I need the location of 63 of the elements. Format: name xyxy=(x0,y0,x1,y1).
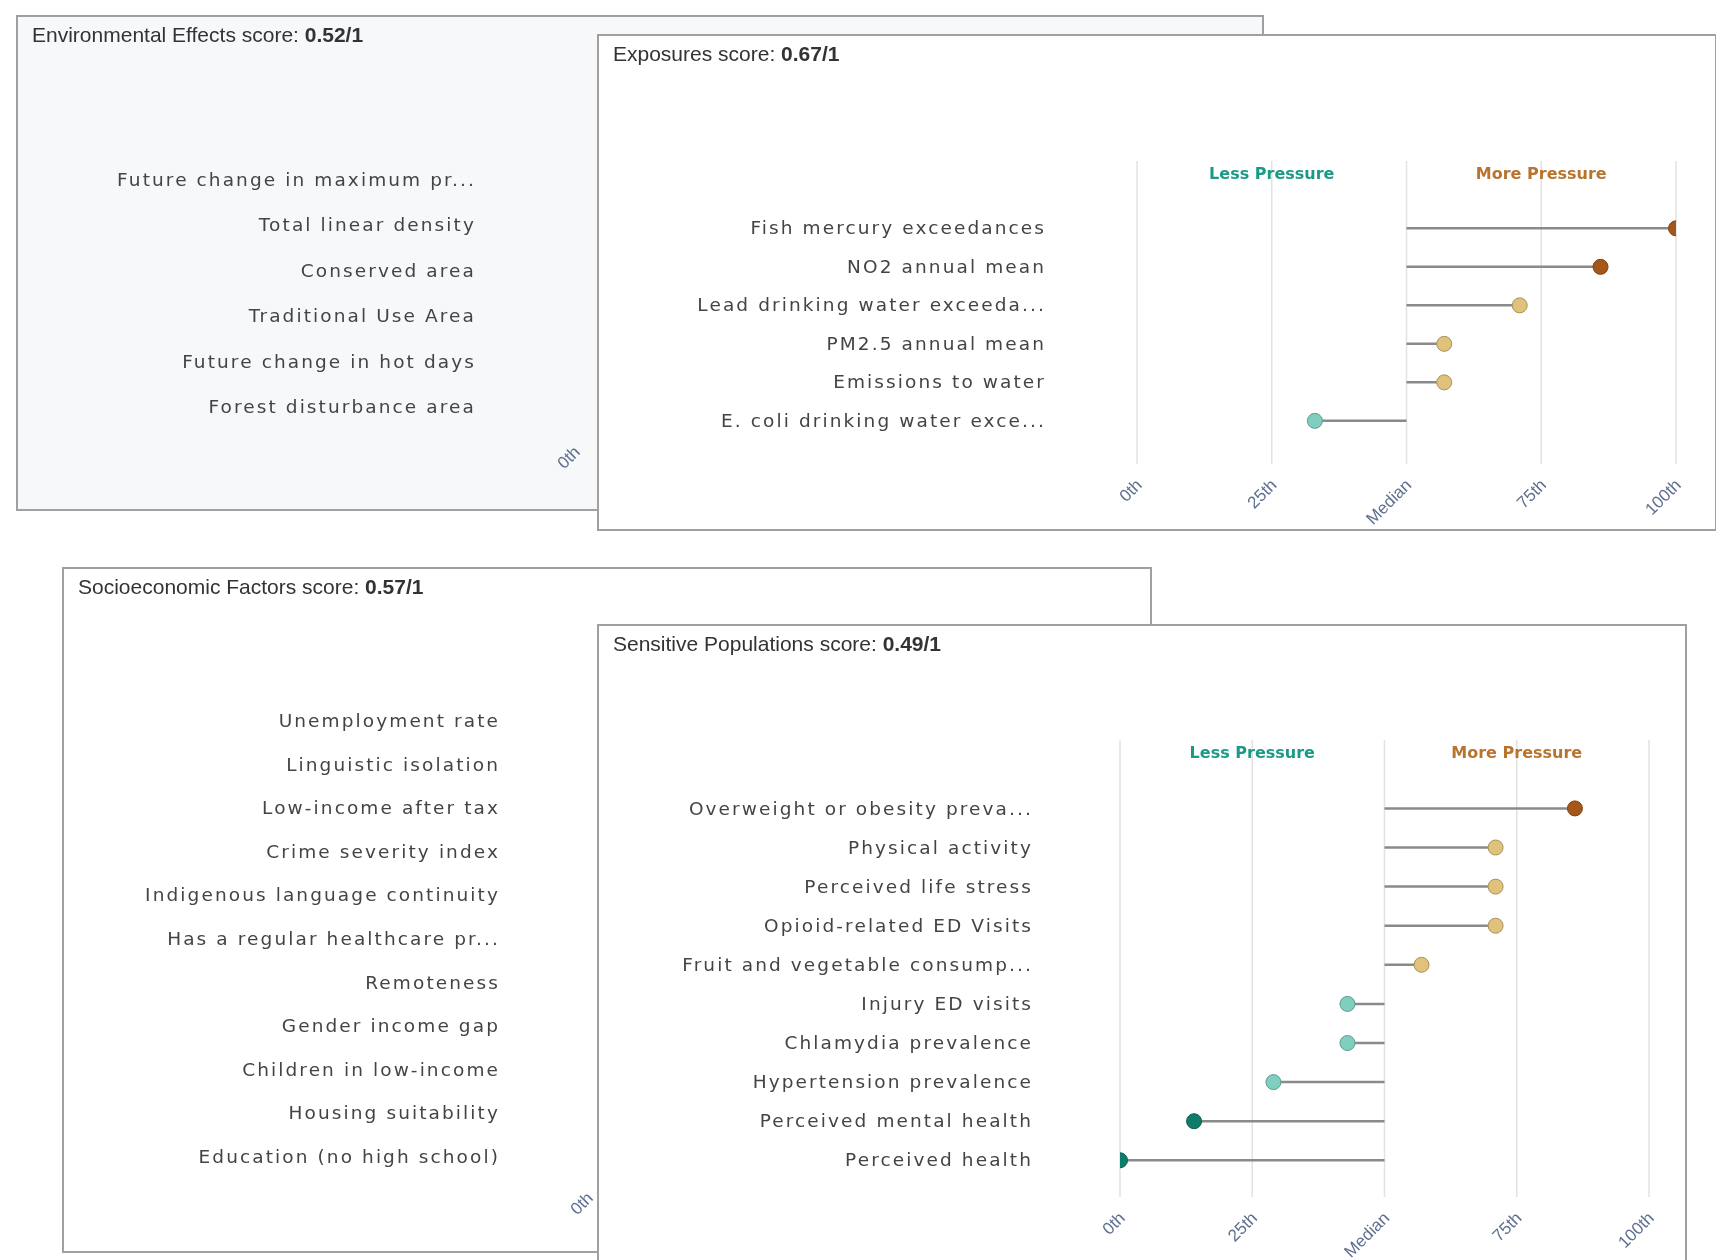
point xyxy=(1487,878,1504,895)
y-tick-label: Emissions to water xyxy=(833,371,1046,393)
y-tick-label: Hypertension prevalence xyxy=(752,1071,1033,1093)
category-label: Traditional Use Area xyxy=(247,305,476,327)
point xyxy=(1339,1035,1356,1052)
category-label: Children in low-income xyxy=(242,1058,500,1080)
x-tick-label: 0th xyxy=(1098,1208,1129,1239)
text: Exposures score: 0.67/1 xyxy=(613,42,840,65)
text: 0th xyxy=(553,442,584,473)
category-label: Total linear density xyxy=(257,214,476,236)
y-tick-label: PM2.5 annual mean xyxy=(826,332,1046,354)
point xyxy=(1592,258,1609,275)
category-label: Remoteness xyxy=(365,971,500,993)
point xyxy=(1413,956,1430,973)
text: Less Pressure xyxy=(1209,164,1335,183)
x-tick-label: 75th xyxy=(1488,1208,1526,1246)
category-label: Future change in maximum pr... xyxy=(117,169,476,190)
text: Sensitive Populations score: 0.49/1 xyxy=(613,632,942,655)
point xyxy=(1436,374,1453,391)
y-tick-label: Perceived life stress xyxy=(804,875,1033,897)
y-tick-label: E. coli drinking water exce... xyxy=(721,409,1046,431)
point xyxy=(1511,297,1528,314)
y-tick-label: Lead drinking water exceeda... xyxy=(697,294,1046,316)
category-label: Unemployment rate xyxy=(278,710,500,731)
point xyxy=(1186,1113,1203,1130)
category-label: Gender income gap xyxy=(281,1015,500,1037)
point xyxy=(1487,917,1504,934)
point xyxy=(1436,335,1453,352)
x-tick-label: 25th xyxy=(1243,475,1281,513)
text: Environmental Effects score: 0.52/1 xyxy=(32,23,364,46)
category-label: Has a regular healthcare pr... xyxy=(167,928,500,949)
text: Socioeconomic Factors score: 0.57/1 xyxy=(78,575,424,598)
y-tick-label: Physical activity xyxy=(847,836,1033,858)
x-tick-label: 0th xyxy=(1115,475,1146,506)
text: Less Pressure xyxy=(1189,743,1316,762)
point xyxy=(1487,839,1504,856)
y-tick-label: Injury ED visits xyxy=(861,993,1033,1015)
text: More Pressure xyxy=(1451,743,1583,762)
category-label: Education (no high school) xyxy=(198,1146,500,1167)
category-label: Linguistic isolation xyxy=(286,753,500,775)
point xyxy=(1265,1074,1282,1091)
y-tick-label: Fish mercury exceedances xyxy=(750,217,1046,239)
point xyxy=(1566,800,1583,817)
y-tick-label: Overweight or obesity preva... xyxy=(688,797,1033,819)
category-label: Indigenous language continuity xyxy=(145,884,500,906)
x-tick-label: 75th xyxy=(1513,475,1551,513)
category-label: Forest disturbance area xyxy=(208,396,476,417)
y-tick-label: Chlamydia prevalence xyxy=(784,1032,1033,1054)
category-label: Crime severity index xyxy=(266,840,500,862)
text: More Pressure xyxy=(1475,164,1607,183)
category-label: Housing suitability xyxy=(288,1102,500,1124)
y-tick-label: Fruit and vegetable consump... xyxy=(682,953,1033,975)
y-tick-label: NO2 annual mean xyxy=(847,255,1046,277)
x-tick-label: 25th xyxy=(1224,1208,1262,1246)
point xyxy=(1306,412,1323,429)
y-tick-label: Perceived mental health xyxy=(759,1110,1033,1132)
category-label: Low-income after tax xyxy=(262,797,500,819)
y-tick-label: Perceived health xyxy=(845,1149,1033,1171)
point xyxy=(1339,995,1356,1012)
category-label: Conserved area xyxy=(300,259,476,281)
text: 0th xyxy=(566,1188,597,1219)
y-tick-label: Opioid-related ED Visits xyxy=(764,914,1033,936)
category-label: Future change in hot days xyxy=(182,350,476,372)
